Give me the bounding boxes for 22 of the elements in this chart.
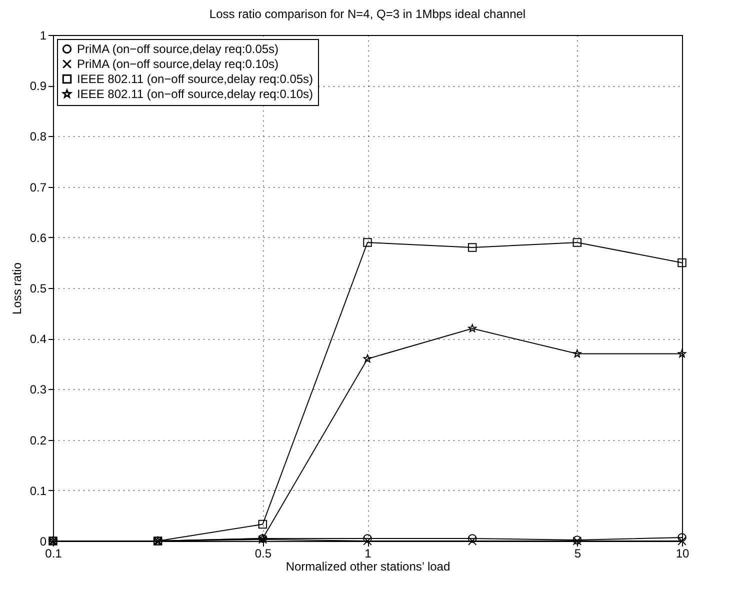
y-tick-label: 0.9 [30, 79, 47, 94]
y-tick-label: 0.5 [30, 282, 47, 296]
y-tick-label: 0.4 [30, 332, 47, 346]
y-tick-label: 0.7 [30, 180, 47, 194]
legend-label: IEEE 802.11 (on−off source,delay req:0.10s) [77, 87, 314, 101]
x-tick-label: 5 [574, 546, 582, 560]
y-axis-title: Loss ratio [10, 262, 24, 315]
x-tick-label: 0.5 [254, 546, 272, 560]
chart-title: Loss ratio comparison for N=4, Q=3 in 1Mbps ideal channel [209, 7, 526, 21]
y-tick-label: 0.2 [30, 433, 47, 448]
x-tick-label: 10 [676, 546, 690, 560]
y-tick-label: 0 [40, 534, 47, 548]
y-tick-label: 0.6 [30, 230, 47, 245]
x-tick-label: 1 [364, 546, 372, 560]
x-axis-title: Normalized other stations’ load [286, 560, 450, 574]
y-tick-label: 0.3 [30, 382, 47, 397]
legend-label: IEEE 802.11 (on−off source,delay req:0.05s) [77, 72, 314, 86]
legend-label: PriMA (on−off source,delay req:0.10s) [77, 57, 279, 71]
y-tick-label: 0.1 [30, 484, 47, 498]
legend-label: PriMA (on−off source,delay req:0.05s) [77, 42, 279, 56]
y-tick-label: 1 [40, 28, 47, 42]
y-tick-label: 0.8 [30, 130, 47, 144]
